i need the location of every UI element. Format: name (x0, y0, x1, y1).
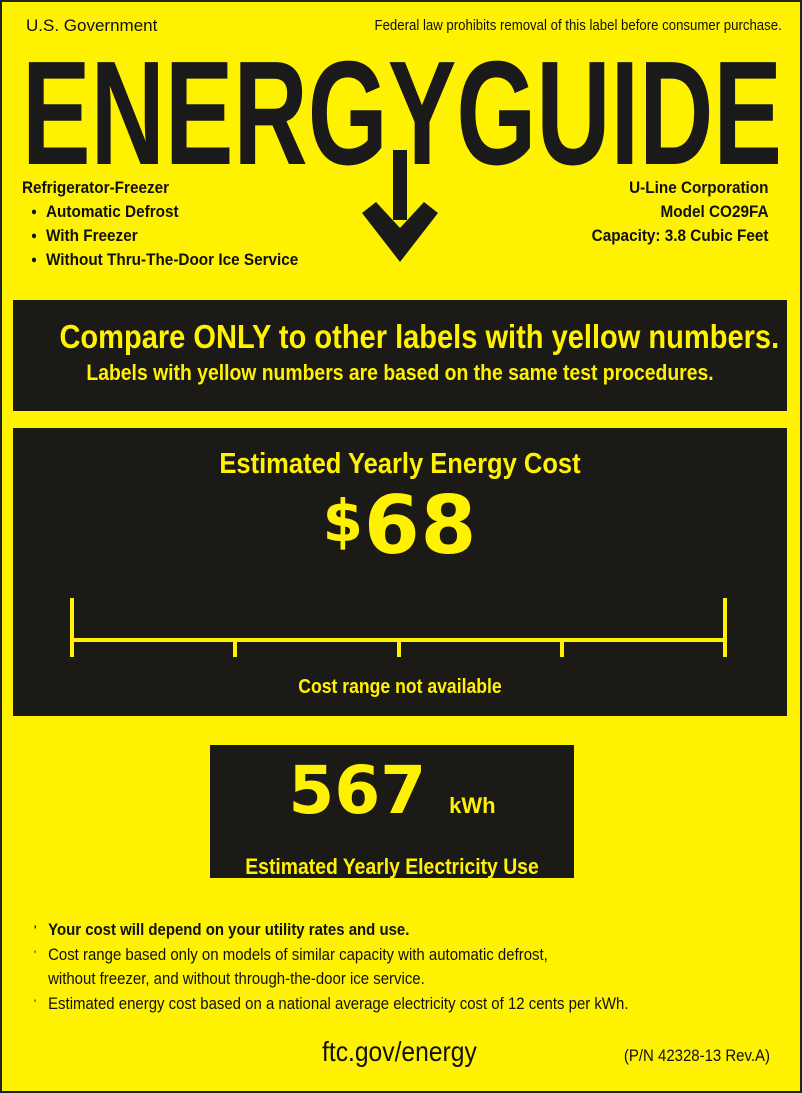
note-item: Estimated energy cost based on a nationa… (34, 992, 632, 1017)
cost-amount: 68 (364, 479, 478, 572)
note-item: Your cost will depend on your utility ra… (34, 918, 668, 943)
note-item: Cost range based only on models of simil… (34, 943, 597, 992)
manufacturer-name: U-Line Corporation (629, 178, 769, 197)
removal-notice: Federal law prohibits removal of this la… (374, 17, 782, 34)
compare-banner: Compare ONLY to other labels with yellow… (13, 300, 787, 411)
kwh-value: 567 kWh (210, 755, 574, 842)
yearly-cost-panel: Estimated Yearly Energy Cost $68 Cost ra… (13, 428, 787, 716)
electricity-label: Estimated Yearly Electricity Use (245, 854, 539, 879)
compare-line1: Compare ONLY to other labels with yellow… (59, 318, 780, 355)
notes: Your cost will depend on your utility ra… (34, 918, 668, 1016)
cost-title: Estimated Yearly Energy Cost (219, 448, 581, 480)
feature-item: Without Thru-The-Door Ice Service (22, 248, 298, 272)
government-text: U.S. Government (26, 16, 158, 35)
capacity: Capacity: 3.8 Cubic Feet (592, 226, 769, 245)
arrow-down-icon (362, 150, 438, 262)
appliance-type: Refrigerator-Freezer (22, 178, 170, 197)
ftc-link[interactable]: ftc.gov/energy (322, 1036, 477, 1067)
cost-value: $68 (13, 479, 787, 572)
cost-range-scale (70, 598, 727, 657)
manufacturer-info: U-Line Corporation Model CO29FA Capacity… (592, 176, 769, 248)
kwh-number: 567 (288, 752, 427, 829)
kwh-unit: kWh (449, 793, 496, 818)
feature-item: With Freezer (22, 224, 298, 248)
compare-line2: Labels with yellow numbers are based on … (86, 360, 714, 385)
electricity-use-panel: 567 kWh Estimated Yearly Electricity Use (210, 745, 574, 879)
appliance-info: Refrigerator-Freezer Automatic Defrost W… (22, 176, 298, 272)
cost-range-text: Cost range not available (298, 676, 502, 698)
model-number: Model CO29FA (661, 202, 769, 221)
currency-symbol: $ (322, 487, 365, 555)
part-number: (P/N 42328-13 Rev.A) (623, 1046, 770, 1065)
feature-item: Automatic Defrost (22, 200, 298, 224)
